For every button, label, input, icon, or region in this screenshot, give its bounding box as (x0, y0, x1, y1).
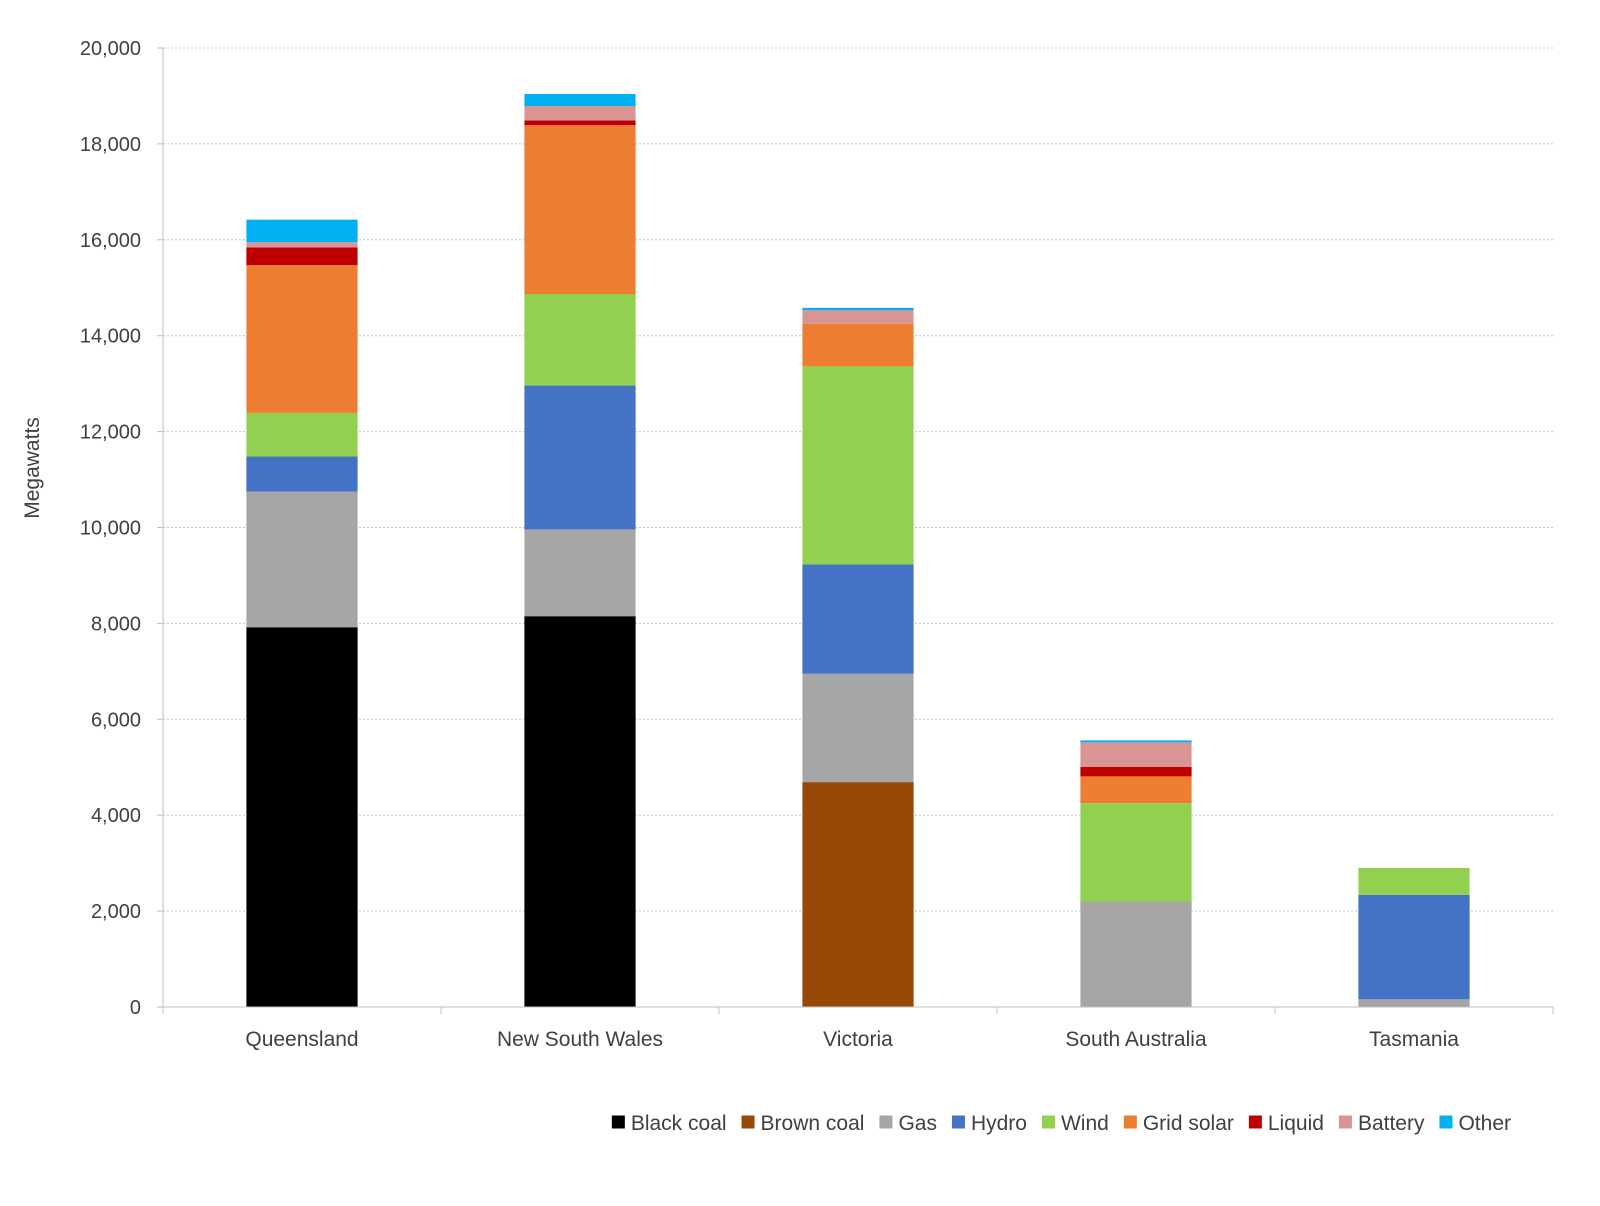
bar-segment-gas (524, 529, 636, 617)
bar-segment-liquid (246, 247, 358, 266)
y-tick-label: 20,000 (80, 38, 141, 60)
legend: Black coal Brown coal Gas Hydro Wind Grid sol… (611, 1112, 1511, 1135)
y-tick-label: 0 (130, 997, 141, 1019)
bar-segment-wind (802, 366, 914, 565)
legend-label: Grid solar (1143, 1112, 1234, 1135)
legend-label: Wind (1061, 1112, 1109, 1135)
labels: 0 2,000 4,000 6,000 8,000 10,000 12,000 14,000 1… (80, 38, 1459, 1051)
legend-swatch (1338, 1115, 1352, 1129)
bar-segment-other (246, 219, 358, 243)
bar-segment-grid-solar (1080, 776, 1192, 804)
y-tick-label: 8,000 (91, 613, 141, 635)
bar-segment-grid-solar (246, 265, 358, 413)
bar-segment-brown-coal (802, 782, 914, 1007)
legend-swatch (879, 1115, 893, 1129)
x-category-label: New South Wales (497, 1028, 663, 1051)
bar-segment-gas (802, 673, 914, 783)
bar-segment-other (1080, 740, 1192, 743)
legend-label: Battery (1358, 1112, 1425, 1135)
y-tick-label: 4,000 (91, 805, 141, 827)
bar-segment-gas (1080, 901, 1192, 1007)
bar-segment-other (524, 94, 636, 107)
legend-label: Brown coal (761, 1112, 865, 1135)
bar-segment-black-coal (246, 627, 358, 1007)
legend-swatch (611, 1115, 625, 1129)
legend-swatch (1248, 1115, 1262, 1129)
bars (246, 94, 1470, 1007)
bar-segment-black-coal (524, 616, 636, 1007)
legend-label: Gas (898, 1112, 937, 1135)
axes (157, 47, 1554, 1014)
bar-segment-gas (1358, 999, 1470, 1007)
legend-swatch (1123, 1115, 1137, 1129)
bar-segment-hydro (246, 456, 358, 492)
bar-segment-other (802, 307, 914, 311)
bar-segment-battery (802, 310, 914, 324)
bar-segment-battery (246, 242, 358, 248)
bar-segment-hydro (1358, 894, 1470, 1000)
bar-segment-liquid (1080, 766, 1192, 777)
y-tick-label: 16,000 (80, 230, 141, 252)
y-tick-label: 2,000 (91, 901, 141, 923)
y-tick-label: 18,000 (80, 134, 141, 156)
bar-segment-wind (1358, 867, 1470, 895)
y-axis-title: Megawatts (21, 417, 44, 519)
legend-label: Other (1458, 1112, 1511, 1135)
bar-segment-battery (524, 106, 636, 121)
bar-segment-grid-solar (802, 323, 914, 367)
bar-segment-gas (246, 491, 358, 628)
legend-swatch (1439, 1115, 1453, 1129)
y-tick-label: 6,000 (91, 709, 141, 731)
bar-segment-wind (524, 293, 636, 386)
bar-segment-battery (1080, 742, 1192, 767)
bar-segment-wind (246, 412, 358, 457)
legend-swatch (741, 1115, 755, 1129)
bar-segment-liquid (524, 120, 636, 126)
y-tick-label: 14,000 (80, 326, 141, 348)
y-tick-label: 12,000 (80, 422, 141, 444)
x-category-label: Tasmania (1369, 1028, 1459, 1051)
bar-segment-hydro (802, 564, 914, 674)
x-category-label: Victoria (823, 1028, 893, 1051)
bar-segment-hydro (524, 385, 636, 530)
x-category-label: Queensland (245, 1028, 358, 1051)
legend-swatch (951, 1115, 965, 1129)
legend-label: Hydro (971, 1112, 1027, 1135)
bar-segment-wind (1080, 803, 1192, 902)
x-category-label: South Australia (1065, 1028, 1207, 1051)
legend-swatch (1041, 1115, 1055, 1129)
legend-label: Liquid (1268, 1112, 1324, 1135)
bar-segment-grid-solar (524, 125, 636, 294)
y-tick-label: 10,000 (80, 518, 141, 540)
legend-label: Black coal (631, 1112, 727, 1135)
